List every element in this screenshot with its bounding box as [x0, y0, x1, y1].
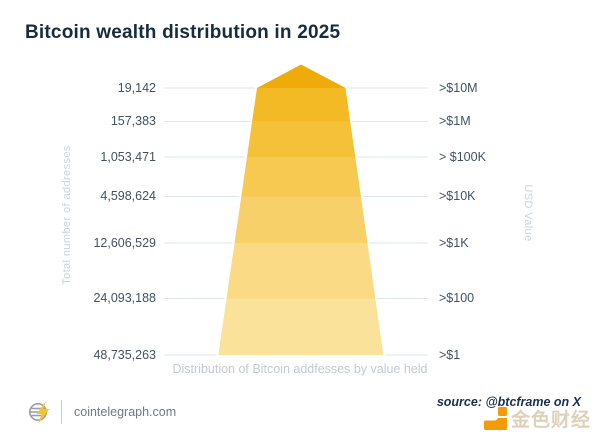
usd-threshold-10m: >$10M	[439, 81, 478, 95]
funnel-peak-10m	[256, 64, 346, 89]
cointelegraph-logo-icon	[29, 401, 50, 423]
funnel-band-1k	[234, 196, 368, 243]
source-credit: source: @btcframe on X	[436, 395, 581, 409]
page-title: Bitcoin wealth distribution in 2025	[25, 22, 341, 43]
usd-threshold-1k: >$1K	[439, 236, 469, 250]
address-count-100: 24,093,188	[93, 291, 156, 305]
usd-threshold-1m: >$1M	[439, 114, 471, 128]
address-count-10m: 19,142	[117, 81, 156, 95]
address-count-100k: 1,053,471	[100, 150, 156, 164]
brand-url: cointelegraph.com	[74, 405, 177, 419]
watermark: 金色财经	[484, 405, 591, 432]
address-count-1: 48,735,263	[93, 348, 156, 362]
usd-threshold-10k: >$10K	[439, 189, 476, 203]
footer-divider	[61, 400, 62, 424]
funnel-band-10k	[241, 157, 361, 197]
funnel-band-100k	[247, 121, 356, 157]
connector-lines	[164, 87, 428, 356]
usd-threshold-100k: > $100K	[439, 150, 486, 164]
funnel-band-1	[218, 298, 384, 355]
address-count-1m: 157,383	[110, 114, 156, 128]
funnel-bands	[218, 64, 384, 355]
jinse-finance-logo-icon	[484, 407, 507, 430]
address-count-10k: 4,598,624	[100, 189, 156, 203]
usd-threshold-100: >$100	[439, 291, 475, 305]
usd-threshold-1: >$1	[439, 348, 461, 362]
x-axis-caption: Distribution of Bitcoin addfesses by val…	[172, 362, 428, 376]
funnel-band-1m	[252, 88, 351, 122]
y-axis-label-left: Total number of addresses	[61, 145, 73, 285]
address-count-1k: 12,606,529	[93, 236, 156, 250]
funnel-band-100	[226, 243, 376, 299]
watermark-text: 金色财经	[511, 410, 592, 431]
y-axis-label-right: USD Value	[522, 184, 534, 242]
